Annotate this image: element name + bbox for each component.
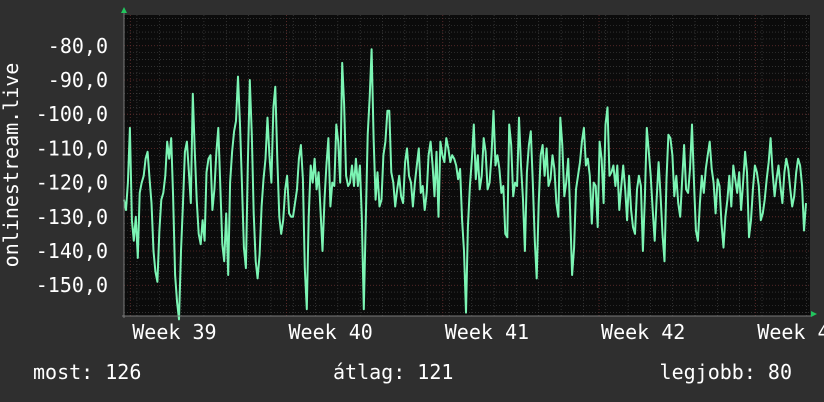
- x-tick-label: Week 41: [445, 320, 529, 344]
- y-tick-label: -110,0: [36, 136, 108, 160]
- y-tick-label: -80,0: [48, 34, 108, 58]
- grid: [124, 15, 810, 316]
- y-tick-label: -130,0: [36, 205, 108, 229]
- x-tick-label: Week 39: [132, 320, 216, 344]
- stat-best: legjobb: 80: [659, 360, 792, 384]
- x-tick-label: Week 43: [757, 320, 824, 344]
- y-axis-title: onlinestream.live: [0, 63, 23, 268]
- stat-current: most: 126: [33, 360, 142, 384]
- y-tick-label: -120,0: [36, 171, 108, 195]
- x-tick-labels: Week 39 Week 40 Week 41 Week 42 Week 43: [132, 320, 824, 344]
- series-line: [123, 48, 807, 321]
- x-tick-label: Week 42: [601, 320, 685, 344]
- series-line-group: [123, 48, 807, 321]
- x-axis-arrow-icon: [811, 311, 817, 317]
- y-tick-labels: -80,0 -90,0 -100,0 -110,0 -120,0 -130,0 -140,0…: [36, 34, 108, 297]
- y-axis-arrow-icon: [121, 7, 127, 13]
- y-tick-label: -90,0: [48, 68, 108, 92]
- stat-average: átlag: 121: [333, 360, 454, 384]
- stats-bar: most: 126 átlag: 121 legjobb: 80: [0, 360, 824, 392]
- x-tick-label: Week 40: [289, 320, 373, 344]
- y-tick-label: -140,0: [36, 239, 108, 263]
- axes: [121, 7, 817, 318]
- y-tick-label: -150,0: [36, 273, 108, 297]
- y-tick-label: -100,0: [36, 102, 108, 126]
